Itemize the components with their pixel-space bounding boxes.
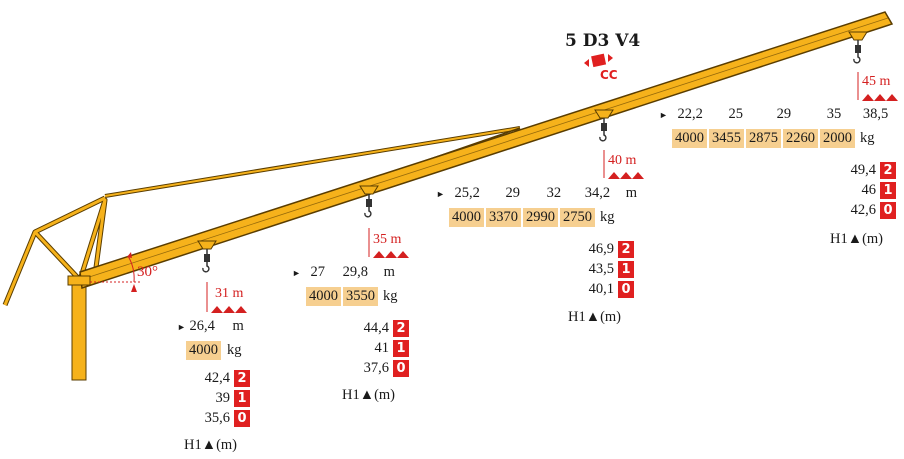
load-value: 2990 xyxy=(523,208,558,227)
height-code-badge: 2 xyxy=(393,319,409,337)
hook-label-31: 31 m xyxy=(215,286,244,301)
radius-row-4: ► 22,2 25 29 35 38,5 m xyxy=(659,106,904,123)
load-row-2: 4000 3550 kg xyxy=(306,287,398,306)
radius-row-3: ► 25,2 29 32 34,2 m xyxy=(436,185,637,202)
height-value: 42,4 xyxy=(204,369,230,386)
radius-arrow-icon: ► xyxy=(292,268,301,278)
height-code-badge: 1 xyxy=(618,260,634,278)
load-row-1: 4000 kg xyxy=(186,341,242,360)
jib-angle-label: 30° xyxy=(137,264,158,280)
load-value: 3370 xyxy=(486,208,521,227)
height-value: 40,1 xyxy=(588,280,614,297)
load-unit: kg xyxy=(600,209,615,225)
trolley-hook-1 xyxy=(197,240,217,273)
crane-model-title: 5 D3 V4 xyxy=(565,31,641,51)
height-code-badge: 1 xyxy=(393,339,409,357)
height-label-1: H1▲(m) xyxy=(184,437,238,453)
radius-value: 25,2 xyxy=(454,185,480,201)
height-value: 41 xyxy=(374,339,390,356)
radius-row-2: ► 27 29,8 m xyxy=(292,264,395,281)
height-code-badge: 2 xyxy=(234,369,250,387)
height-value: 49,4 xyxy=(850,161,876,178)
radius-row-1: ► 26,4 m xyxy=(177,318,244,335)
radius-value: 38,5 xyxy=(862,106,889,122)
load-value: 2875 xyxy=(746,129,781,148)
radius-arrow-icon: ► xyxy=(177,322,186,332)
radius-markers xyxy=(211,94,898,313)
radius-value: 25 xyxy=(728,106,744,122)
cc-rotate-icon xyxy=(584,53,613,68)
height-code-badge: 0 xyxy=(393,359,409,377)
height-code-badge: 1 xyxy=(234,389,250,407)
radius-value: 29,8 xyxy=(342,264,369,280)
radius-arrow-icon: ► xyxy=(659,110,668,120)
height-code-badge: 1 xyxy=(880,181,896,199)
load-row-3: 4000 3370 2990 2750 kg xyxy=(449,208,615,227)
hook-label-40: 40 m xyxy=(608,153,637,168)
cc-label: CC xyxy=(600,68,618,82)
height-label-4: H1▲(m) xyxy=(830,231,884,247)
load-value: 4000 xyxy=(672,129,707,148)
height-table-3: 46,9 2 43,5 1 40,1 0 xyxy=(570,239,634,299)
radius-arrow-icon: ► xyxy=(436,189,445,199)
hook-label-45: 45 m xyxy=(862,74,891,89)
radius-value: 29 xyxy=(776,106,792,122)
radius-value: 35 xyxy=(826,106,842,122)
load-value: 4000 xyxy=(449,208,484,227)
hook-label-35: 35 m xyxy=(373,232,402,247)
trolley-hook-2 xyxy=(359,185,379,218)
load-value: 3550 xyxy=(343,287,378,306)
height-value: 46,9 xyxy=(588,240,614,257)
tower-mast xyxy=(71,279,87,381)
radius-value: 26,4 xyxy=(189,318,215,334)
height-label-2: H1▲(m) xyxy=(342,387,396,403)
load-unit: kg xyxy=(227,342,242,358)
load-value: 2260 xyxy=(783,129,818,148)
height-code-badge: 0 xyxy=(880,201,896,219)
height-value: 44,4 xyxy=(363,319,389,336)
height-code-badge: 0 xyxy=(618,280,634,298)
radius-value: 27 xyxy=(310,264,326,280)
radius-value: 22,2 xyxy=(677,106,703,122)
height-value: 39 xyxy=(215,389,231,406)
height-code-badge: 2 xyxy=(618,240,634,258)
radius-value: 34,2 xyxy=(584,185,611,201)
radius-unit: m xyxy=(232,318,244,334)
radius-unit: m xyxy=(383,264,395,280)
height-code-badge: 2 xyxy=(880,161,896,179)
height-code-badge: 0 xyxy=(234,409,250,427)
load-value: 2000 xyxy=(820,129,855,148)
trolley-hook-3 xyxy=(594,109,614,142)
height-value: 42,6 xyxy=(850,201,876,218)
load-value: 3455 xyxy=(709,129,744,148)
load-value: 2750 xyxy=(560,208,595,227)
radius-value: 29 xyxy=(505,185,521,201)
load-row-4: 4000 3455 2875 2260 2000 kg xyxy=(672,129,875,148)
height-label-3: H1▲(m) xyxy=(568,309,622,325)
height-value: 35,6 xyxy=(204,409,230,426)
radius-value: 32 xyxy=(546,185,562,201)
height-value: 46 xyxy=(861,181,877,198)
height-table-4: 49,4 2 46 1 42,6 0 xyxy=(832,160,896,220)
height-value: 43,5 xyxy=(588,260,614,277)
radius-unit: m xyxy=(625,185,638,201)
trolley-hook-4 xyxy=(848,31,868,64)
load-value: 4000 xyxy=(306,287,341,306)
height-table-2: 44,4 2 41 1 37,6 0 xyxy=(345,318,409,378)
load-value: 4000 xyxy=(186,341,221,360)
height-value: 37,6 xyxy=(363,359,389,376)
load-unit: kg xyxy=(383,288,398,304)
load-unit: kg xyxy=(860,130,875,146)
height-table-1: 42,4 2 39 1 35,6 0 xyxy=(186,368,250,428)
